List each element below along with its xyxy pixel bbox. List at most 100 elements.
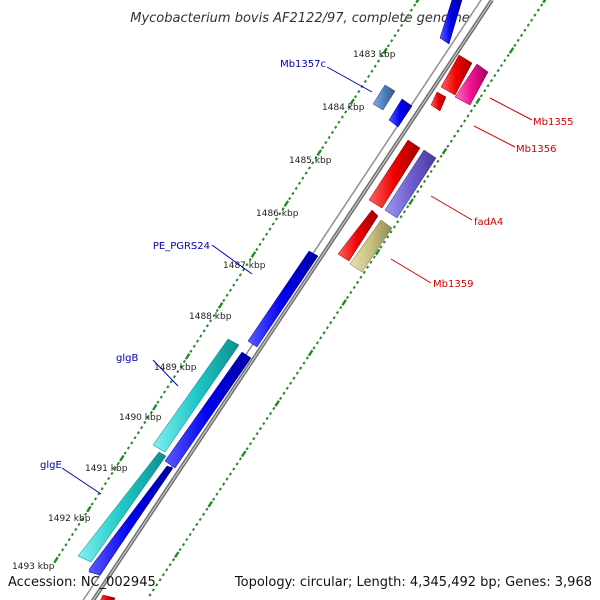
tick-mark: [110, 471, 114, 476]
tick-mark: [278, 396, 283, 400]
tick-mark: [67, 537, 71, 542]
tick-mark: [503, 58, 507, 63]
tick-mark: [297, 181, 302, 185]
tick-mark: [151, 403, 158, 411]
tick-mark: [363, 79, 367, 84]
gene-top-blue[interactable]: [439, 0, 463, 45]
tick-mark: [316, 149, 323, 157]
tick-mark: [416, 189, 420, 194]
gene-label-PE_PGRS24[interactable]: PE_PGRS24: [153, 241, 210, 252]
tick-mark: [274, 217, 279, 221]
gene-glgE[interactable]: [77, 451, 167, 563]
tick-mark: [261, 237, 265, 241]
tick-mark: [419, 184, 423, 189]
tick-mark: [396, 28, 400, 33]
tick-mark: [215, 492, 219, 496]
tick-mark: [402, 210, 406, 214]
gene-label-glgB[interactable]: glgB: [116, 353, 138, 364]
tick-mark: [173, 551, 180, 558]
gene-label-Mb1355[interactable]: Mb1355: [533, 117, 573, 128]
gene-Mb1357c[interactable]: [372, 84, 413, 128]
gene-fadA4[interactable]: [384, 149, 437, 219]
tick-mark: [165, 568, 169, 572]
tick-mark: [324, 140, 328, 145]
tick-mark: [453, 134, 457, 138]
tick-mark: [178, 547, 182, 552]
tick-mark: [379, 245, 383, 249]
tick-mark: [456, 129, 460, 133]
tick-mark: [245, 263, 249, 267]
tick-mark: [415, 0, 420, 4]
tick-mark: [473, 104, 477, 108]
tick-mark: [408, 198, 414, 206]
tick-mark: [337, 120, 341, 124]
gene-label-glgE[interactable]: glgE: [40, 460, 62, 471]
tick-mark: [53, 556, 59, 564]
tick-mark: [516, 38, 520, 42]
tick-mark: [268, 227, 272, 231]
tick-mark: [136, 431, 140, 435]
tick-mark: [340, 115, 344, 119]
tick-mark: [301, 176, 305, 180]
gene-label-fadA4[interactable]: fadA4: [474, 217, 503, 228]
tick-mark: [295, 371, 299, 375]
tick-mark: [429, 169, 433, 174]
tick-mark: [372, 255, 376, 259]
tick-mark: [77, 522, 81, 527]
tick-mark: [195, 339, 200, 343]
tick-mark: [376, 59, 381, 63]
gene-Mb1356[interactable]: [454, 63, 489, 106]
tick-label: 1493 kbp: [12, 562, 55, 572]
tick-mark: [133, 436, 137, 440]
tick-mark: [207, 500, 214, 508]
tick-mark: [168, 563, 172, 567]
tick-mark: [334, 125, 338, 129]
tick-mark: [341, 299, 347, 306]
tick-mark: [245, 447, 249, 451]
tick-label: 1485 kbp: [289, 156, 332, 166]
tick-mark: [172, 375, 177, 379]
tick-mark: [140, 425, 144, 430]
gene-Mb1355[interactable]: [430, 54, 473, 112]
tick-mark: [327, 135, 331, 140]
gene-label-Mb1359[interactable]: Mb1359: [433, 279, 473, 290]
gene-Mb1359[interactable]: [349, 219, 393, 273]
tick-mark: [171, 558, 176, 562]
tick-mark: [304, 171, 308, 175]
gene-fadA4-red[interactable]: [337, 139, 421, 262]
gene-glgE-blue[interactable]: [88, 465, 174, 576]
tick-mark: [149, 410, 153, 415]
tick-mark: [426, 174, 430, 179]
tick-mark: [292, 376, 296, 380]
tick-mark: [506, 53, 510, 58]
tick-mark: [489, 79, 494, 83]
tick-mark: [382, 240, 386, 244]
tick-mark: [332, 316, 336, 320]
gene-glgB[interactable]: [152, 338, 240, 453]
tick-mark: [406, 205, 410, 209]
tick-mark: [202, 329, 206, 333]
tick-mark: [496, 68, 500, 73]
tick-label: 1487 kbp: [223, 261, 266, 271]
tick-mark: [57, 553, 61, 557]
gene-bottom-red[interactable]: [98, 594, 116, 600]
tick-mark: [281, 207, 285, 211]
tick-mark: [155, 583, 159, 587]
tick-mark: [225, 477, 229, 481]
tick-mark: [235, 462, 239, 466]
map-title: Mycobacterium bovis AF2122/97, complete …: [130, 11, 469, 26]
tick-mark: [436, 159, 440, 163]
tick-mark: [373, 64, 377, 68]
tick-mark: [70, 532, 75, 537]
gene-glgB-blue[interactable]: [164, 351, 252, 469]
tick-track-left: [53, 0, 420, 564]
accession-text: Accession: NC_002945: [8, 575, 156, 590]
gene-label-Mb1356[interactable]: Mb1356: [516, 144, 556, 155]
tick-mark: [119, 454, 125, 462]
tick-mark: [463, 119, 467, 123]
tick-mark: [330, 130, 334, 135]
tick-mark: [278, 212, 282, 216]
gene-label-Mb1357c[interactable]: Mb1357c: [280, 59, 326, 70]
gene-PE_PGRS24[interactable]: [247, 250, 319, 348]
tick-mark: [288, 196, 292, 201]
